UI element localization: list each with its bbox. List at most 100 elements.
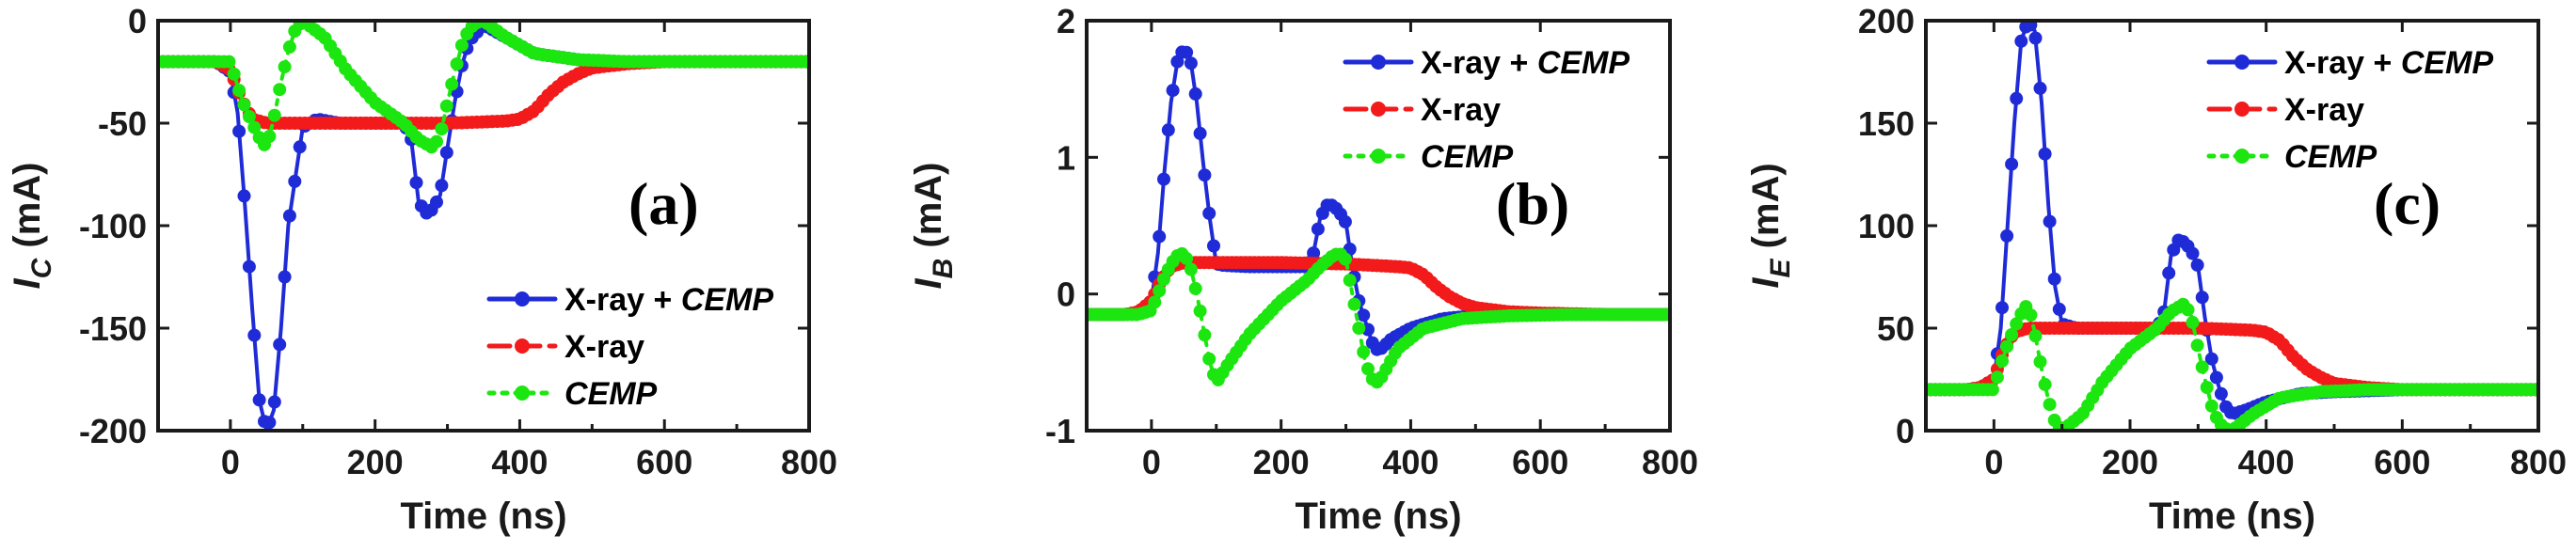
legend-label-part: X-ray +: [2284, 45, 2401, 81]
series-point-2: [430, 134, 443, 149]
series-point-0: [2024, 21, 2038, 32]
series-point-2: [1198, 328, 1212, 342]
y-tick-label: 0: [1896, 412, 1915, 450]
series-point-2: [2024, 308, 2038, 322]
series-point-2: [1193, 304, 1207, 318]
series-point-0: [1161, 123, 1175, 137]
x-tick-label: 0: [1984, 443, 2003, 481]
series-point-2: [1361, 362, 1375, 376]
panel-label: (c): [2374, 170, 2441, 237]
series-point-2: [273, 83, 287, 97]
series-point-0: [247, 328, 262, 342]
series-point-2: [1153, 284, 1167, 298]
plot-frame: [1085, 19, 1672, 433]
series-point-2: [2043, 398, 2057, 412]
legend-label-part: X-ray +: [564, 282, 681, 318]
series-point-0: [2033, 81, 2047, 95]
series-point-0: [1166, 84, 1180, 98]
series-point-0: [439, 146, 453, 160]
legend-swatch-marker: [1371, 55, 1386, 70]
series-point-2: [450, 57, 464, 71]
series-point-0: [1338, 214, 1352, 228]
series-point-2: [282, 39, 296, 54]
series-point-0: [1202, 206, 1216, 220]
legend-label: X-ray + CEMP: [564, 282, 773, 318]
series-point-0: [1198, 168, 1212, 182]
x-tick-label: 600: [1512, 443, 1568, 481]
legend-swatch-marker: [515, 386, 530, 401]
series-point-2: [1338, 252, 1352, 266]
series-point-2: [1661, 307, 1670, 322]
series-point-2: [2204, 399, 2218, 413]
legend-swatch-marker: [515, 291, 530, 307]
series-point-0: [273, 338, 287, 352]
series-point-0: [1157, 172, 1170, 186]
x-tick-label: 400: [491, 443, 548, 481]
series-point-0: [267, 395, 281, 409]
x-tick-label: 400: [1382, 443, 1439, 481]
legend-label: X-ray + CEMP: [2284, 45, 2493, 81]
y-tick-label: 150: [1858, 104, 1915, 143]
y-axis-label: IC (mA): [7, 162, 57, 289]
x-axis-label: Time (ns): [2149, 496, 2315, 537]
series-point-0: [1188, 87, 1202, 101]
y-axis-label: IB (mA): [908, 162, 959, 289]
series-point-2: [1347, 297, 1361, 311]
legend-swatch-marker: [2234, 102, 2250, 117]
x-tick-label: 200: [1253, 443, 1310, 481]
series-point-0: [2010, 91, 2024, 105]
series-point-0: [2186, 246, 2200, 260]
legend-label-part: CEMP: [1421, 139, 1514, 175]
series-point-0: [278, 270, 292, 284]
series-point-2: [2005, 328, 2019, 341]
series-point-2: [2038, 377, 2052, 391]
series-point-0: [293, 140, 307, 154]
series-point-2: [1188, 281, 1202, 295]
series-point-0: [409, 176, 423, 190]
series-point-2: [2200, 381, 2214, 394]
series-point-2: [1157, 273, 1170, 286]
y-axis-label-main: I: [908, 278, 949, 290]
legend-swatch-marker: [2234, 55, 2250, 70]
y-tick-label: 100: [1858, 207, 1915, 245]
series-point-2: [232, 84, 246, 98]
legend-label: CEMP: [2284, 139, 2377, 175]
series-point-2: [1202, 352, 1216, 366]
series-point-0: [237, 189, 251, 203]
x-tick-label: 800: [781, 443, 837, 481]
y-tick-label: 200: [1858, 2, 1915, 40]
y-axis-label-main: I: [7, 278, 48, 290]
series-point-2: [1985, 383, 1999, 397]
x-axis-label: Time (ns): [1295, 496, 1461, 537]
x-tick-label: 600: [636, 443, 692, 481]
series-point-0: [2005, 157, 2019, 171]
series-point-0: [430, 195, 443, 209]
legend-label: X-ray: [1421, 92, 1501, 128]
series-point-0: [1996, 301, 2009, 315]
series-point-0: [252, 393, 266, 407]
series-point-0: [288, 174, 302, 188]
series-point-2: [2033, 354, 2047, 369]
series-point-0: [2028, 31, 2043, 45]
series-point-0: [2204, 352, 2218, 366]
panel-label: (a): [628, 170, 699, 237]
series-point-2: [1184, 262, 1198, 276]
y-axis-label-sub: C: [26, 257, 57, 278]
legend-label-part: CEMP: [564, 376, 658, 412]
y-tick-label: 50: [1877, 309, 1915, 348]
legend-swatch-marker: [1371, 149, 1386, 164]
series-line-0: [158, 23, 809, 431]
y-tick-label: 2: [1057, 2, 1075, 40]
y-tick-label: -100: [79, 207, 147, 245]
series-point-0: [242, 260, 256, 274]
series-point-2: [439, 99, 453, 113]
legend-label: X-ray: [564, 329, 644, 365]
series-point-2: [2028, 329, 2043, 343]
series-point-0: [1357, 308, 1371, 323]
panel-label: (b): [1496, 170, 1569, 237]
legend-label-part: X-ray: [2284, 92, 2364, 128]
series-point-2: [1148, 295, 1162, 309]
panel-c: 0 200 400 600 800 0 50 100 150 200 Time (ns) IE (mA…: [1745, 2, 2567, 537]
